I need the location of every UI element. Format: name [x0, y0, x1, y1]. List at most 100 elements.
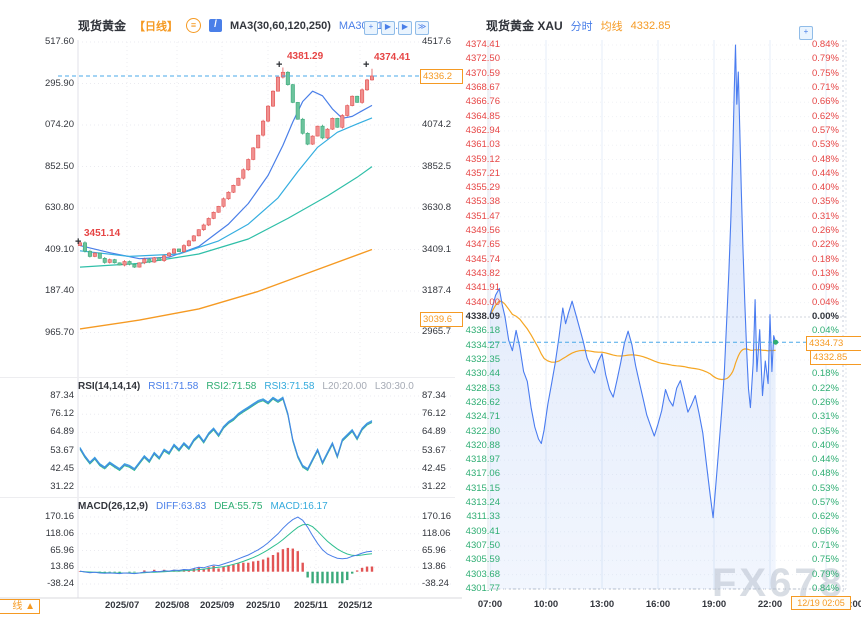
daily-price-tick: 4517.6 — [422, 36, 452, 47]
minute-price-tick: 4355.29 — [465, 182, 500, 194]
macd-tick: 13.86 — [422, 561, 446, 573]
tab-minute-mode[interactable]: 分时 — [570, 20, 593, 33]
rsi-tick: 64.89 — [50, 426, 74, 438]
minute-percent-tick: 0.48% — [812, 153, 839, 165]
first-high-annotation: 3451.14 — [84, 228, 121, 239]
month-tick: 2025/09 — [200, 600, 235, 611]
rsi-tick: 64.89 — [422, 426, 446, 438]
minute-price-tick: 4326.62 — [465, 396, 500, 408]
minute-price-tick: 4324.71 — [465, 411, 500, 423]
rsi-tick: 53.67 — [422, 444, 446, 456]
daily-price-tick: 187.40 — [44, 285, 74, 296]
minute-price-tick: 4349.56 — [465, 225, 500, 237]
rsi-tick: 53.67 — [50, 444, 74, 456]
minute-percent-tick: 0.84% — [812, 39, 839, 50]
minute-percent-tick: 0.26% — [812, 396, 839, 408]
minute-price-tick: 4353.38 — [465, 196, 500, 208]
minute-price-tick: 4328.53 — [465, 382, 500, 394]
daily-price-tick: 3630.8 — [422, 202, 452, 213]
rsi-tick: 87.34 — [422, 390, 446, 401]
macd-tick: 13.86 — [50, 561, 74, 573]
minute-percent-tick: 0.22% — [812, 382, 839, 394]
minute-percent-tick: 0.04% — [812, 325, 839, 337]
minute-time-tick: 16:00 — [645, 599, 671, 610]
minute-time-tick: 10:00 — [533, 599, 559, 610]
minute-price-tick: 4334.27 — [465, 339, 500, 351]
ma250-price-tag: 3039.6 — [420, 312, 463, 327]
macd-tick: 170.16 — [422, 511, 452, 522]
period-selector-button[interactable]: 线 ▲ — [0, 599, 40, 614]
minute-price-tick: 4315.15 — [465, 482, 500, 494]
rsi-tick: 31.22 — [422, 481, 446, 492]
minute-percent-tick: 0.44% — [812, 167, 839, 179]
minute-percent-tick: 0.13% — [812, 268, 839, 280]
rsi-tick: 31.22 — [50, 481, 74, 492]
macd-tick: 118.06 — [45, 527, 74, 539]
partial-time-tick: 5:00 — [844, 599, 861, 610]
step-forward-icon[interactable]: ▶ — [398, 21, 412, 35]
minute-percent-tick: 0.35% — [812, 196, 839, 208]
minute-percent-tick: 0.79% — [812, 568, 839, 580]
daily-price-tick: 852.50 — [44, 160, 74, 172]
minute-time-tick: 19:00 — [701, 599, 727, 610]
left-chart-header: 现货黄金 【日线】 ≡ / MA3(30,60,120,250) MA30:41… — [78, 17, 404, 34]
minute-percent-tick: 0.62% — [812, 110, 839, 122]
chart-type-icon[interactable]: / — [209, 19, 223, 32]
minute-price-tick: 4311.33 — [466, 511, 500, 523]
minute-price-tick: 4318.97 — [465, 454, 500, 466]
daily-price-tick: 630.80 — [44, 202, 74, 213]
axis-bottom-label: 2965.7 — [422, 326, 452, 337]
panel-toggle-icon[interactable]: + — [799, 26, 813, 40]
minute-price-tick: 4357.21 — [465, 167, 500, 179]
minute-percent-tick: 0.79% — [812, 53, 839, 65]
current-price-tag: 4336.2 — [420, 69, 463, 84]
minute-percent-tick: 0.66% — [812, 96, 839, 108]
crosshair-icon[interactable]: + — [364, 21, 378, 35]
macd-tick: -38.24 — [47, 578, 74, 589]
minute-percent-tick: 0.44% — [812, 454, 839, 466]
rsi-l20-value: L20:20.00 — [322, 381, 367, 392]
minute-price-tick: 4322.80 — [465, 425, 500, 437]
play-icon[interactable]: ▶ — [381, 21, 395, 35]
minute-percent-tick: 0.40% — [812, 439, 839, 451]
avg-line-label: 均线 — [600, 20, 623, 33]
rsi-tick: 76.12 — [50, 408, 74, 420]
month-tick: 2025/08 — [155, 600, 190, 611]
symbol-title: 现货黄金 — [78, 19, 127, 33]
rsi-tick: 42.45 — [50, 462, 74, 474]
minute-percent-tick: 0.53% — [812, 139, 839, 151]
minute-symbol-title: 现货黄金 XAU — [486, 19, 563, 33]
minute-percent-tick: 0.22% — [812, 239, 839, 251]
minute-price-tick: 4361.03 — [465, 139, 500, 151]
minute-price-tick: 4362.94 — [465, 124, 500, 136]
peak-high-annotation: 4381.29 — [287, 51, 324, 62]
minute-price-tick: 4305.59 — [465, 554, 500, 566]
daily-price-tick: 3409.1 — [422, 243, 452, 255]
minute-percent-tick: 0.26% — [812, 225, 839, 237]
minute-percent-tick: 0.84% — [812, 583, 839, 594]
rsi1-value: RSI1:71.58 — [148, 381, 199, 392]
macd-tick: 65.96 — [50, 544, 74, 556]
rsi-tick: 42.45 — [422, 462, 446, 474]
period-label[interactable]: 【日线】 — [134, 20, 179, 33]
daily-price-tick: 409.10 — [44, 243, 74, 255]
month-tick: 2025/11 — [294, 600, 328, 611]
minute-percent-tick: 0.57% — [812, 124, 839, 136]
macd-diff-value: DIFF:63.83 — [156, 501, 207, 512]
rsi-tick: 87.34 — [50, 390, 74, 401]
minute-percent-tick: 0.71% — [812, 81, 839, 93]
minute-price-tick: 4313.24 — [465, 497, 500, 509]
minute-price-tick: 4336.18 — [465, 325, 500, 337]
minute-time-tick: 13:00 — [589, 599, 615, 610]
minute-percent-tick: 0.31% — [812, 210, 839, 222]
chart-toolbar: + ▶ ▶ ≫ — [364, 21, 429, 35]
peak-high-marker-icon: + — [276, 59, 283, 71]
macd-tick: -38.24 — [422, 578, 449, 589]
minute-time-tick: 22:00 — [757, 599, 783, 610]
compare-icon[interactable]: ≡ — [186, 18, 202, 33]
daily-price-tick: 965.70 — [44, 326, 74, 338]
skip-end-icon[interactable]: ≫ — [415, 21, 429, 35]
minute-price-tick: 4374.41 — [465, 39, 500, 50]
minute-price-tick: 4332.35 — [465, 353, 500, 365]
